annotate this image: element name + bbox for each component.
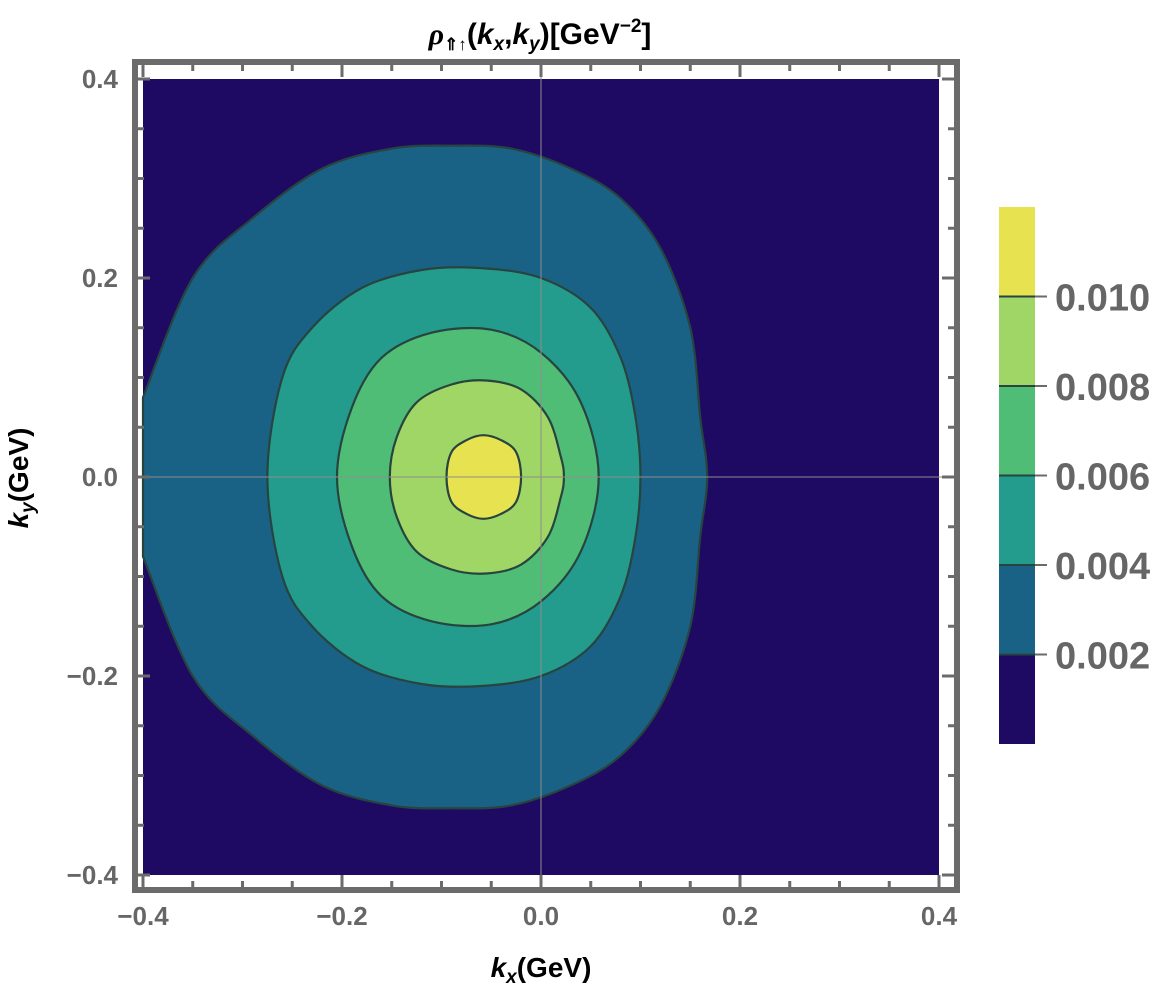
x-tick-label: 0.4 (921, 901, 958, 931)
y-tick-label: 0.4 (82, 64, 119, 94)
y-tick-label: 0.2 (82, 263, 118, 293)
colorbar-tick-label: 0.002 (1055, 636, 1150, 678)
x-tick-label: −0.4 (117, 901, 169, 931)
colorbar-tick-label: 0.006 (1055, 457, 1150, 499)
axis-ticks: −0.4 −0.2 0.0 0.2 0.4 −0.4 −0.2 0.0 0.2 0.4 (67, 64, 958, 931)
y-tick-label: 0.0 (82, 462, 118, 492)
x-axis-title: kx(GeV) (491, 952, 592, 987)
x-tick-label: 0.2 (722, 901, 758, 931)
colorbar-tick-label: 0.004 (1055, 546, 1150, 588)
plot-area: −0.4 −0.2 0.0 0.2 0.4 −0.4 −0.2 0.0 0.2 0.4 (67, 59, 960, 931)
gridlines (139, 66, 953, 886)
colorbar: 0.002 0.004 0.006 0.008 0.010 (999, 207, 1150, 744)
y-tick-label: −0.4 (67, 860, 119, 890)
x-tick-label: −0.2 (316, 901, 367, 931)
plot-frame (132, 59, 960, 893)
colorbar-band (999, 565, 1035, 655)
y-tick-label: −0.2 (67, 661, 118, 691)
y-axis-title: ky(GeV) (3, 428, 39, 529)
colorbar-band (999, 296, 1035, 386)
colorbar-band (999, 207, 1035, 297)
colorbar-tick-label: 0.008 (1055, 367, 1150, 409)
chart-title: ρ⇑↑(kx,ky)[GeV−2] (428, 16, 652, 55)
colorbar-band (999, 654, 1035, 744)
colorbar-band (999, 386, 1035, 476)
colorbar-tick-label: 0.010 (1055, 278, 1150, 320)
colorbar-band (999, 475, 1035, 565)
x-tick-label: 0.0 (523, 901, 559, 931)
